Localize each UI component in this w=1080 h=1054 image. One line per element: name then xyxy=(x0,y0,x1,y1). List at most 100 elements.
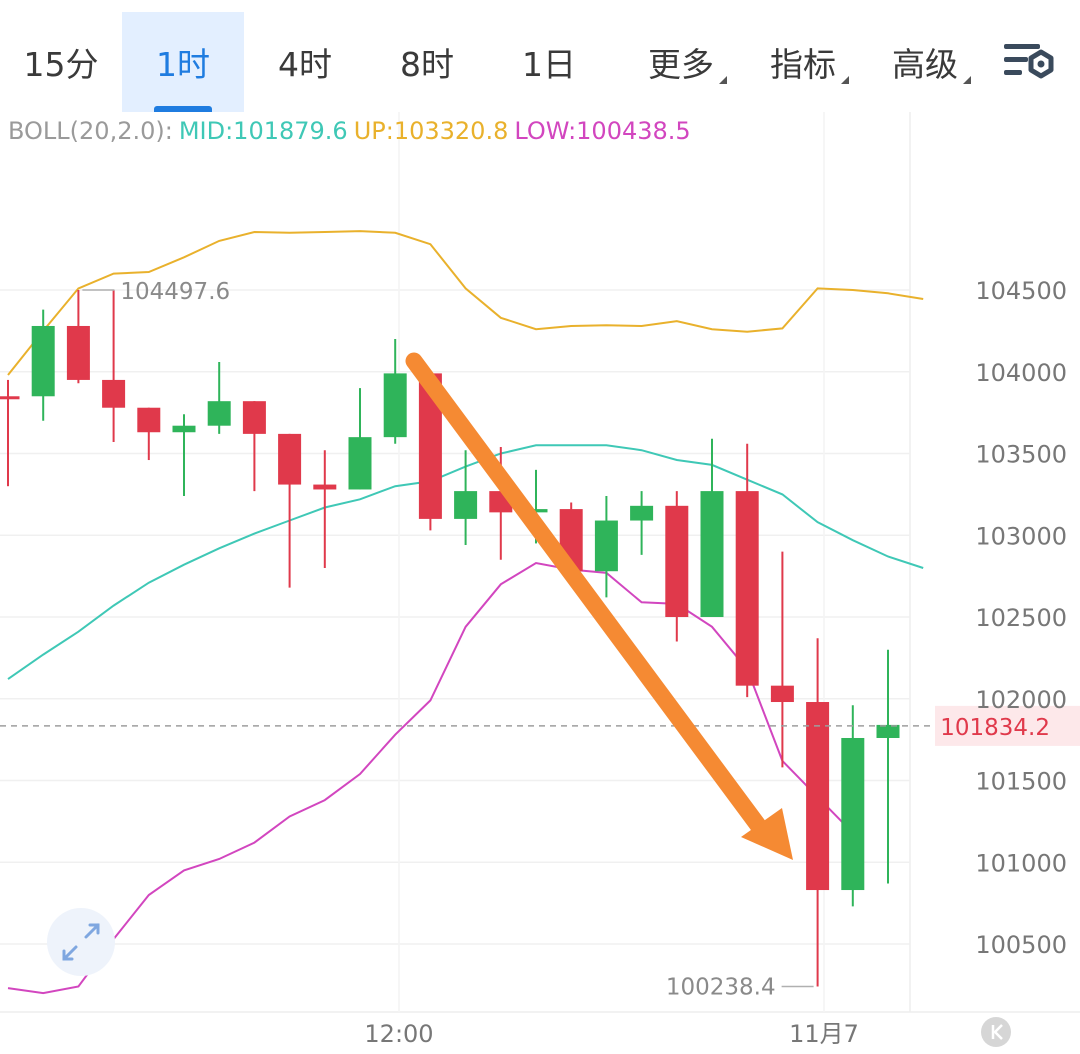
price-axis: 100500 101000 101500 102000 102500 103000 1035… xyxy=(975,277,1067,959)
tab-label: 高级 xyxy=(892,45,958,84)
boll-mid-value: MID:101879.6 xyxy=(178,117,348,145)
candle xyxy=(383,339,407,444)
candle xyxy=(137,407,161,461)
time-axis: 12:00 11月7 xyxy=(364,1020,858,1048)
candle xyxy=(594,496,618,598)
candle-body xyxy=(0,396,20,400)
candle xyxy=(313,450,337,568)
candle xyxy=(841,705,865,907)
tab-label: 1时 xyxy=(156,45,210,84)
boll-legend: BOLL(20,2.0): MID:101879.6 UP:103320.8 LOW:… xyxy=(8,117,697,151)
candle xyxy=(66,290,90,384)
boll-low-value: LOW:100438.5 xyxy=(514,117,691,145)
expand-button[interactable] xyxy=(47,908,115,976)
candle-body xyxy=(207,401,231,426)
candle xyxy=(207,361,231,434)
candle xyxy=(735,443,759,698)
candle-body xyxy=(594,520,618,572)
chart-settings-button[interactable] xyxy=(996,38,1056,88)
chart-annotations: 104497.6 100238.4 101834.2 xyxy=(0,279,1080,1047)
chart-settings-icon xyxy=(1004,44,1054,79)
candle xyxy=(278,433,302,588)
trend-arrow-shaft xyxy=(405,352,769,837)
low-price-label: 100238.4 xyxy=(666,975,776,1001)
candle xyxy=(770,551,794,768)
candle-body xyxy=(841,737,865,891)
high-price-label: 104497.6 xyxy=(120,279,230,305)
scroll-to-latest-icon xyxy=(991,1024,1003,1040)
tab-1d[interactable]: 1日 xyxy=(488,12,610,112)
candle-body xyxy=(278,433,302,485)
candle-body xyxy=(454,491,478,519)
y-tick-label: 102000 xyxy=(975,686,1067,714)
y-tick-label: 104500 xyxy=(975,277,1067,305)
boll-up-line xyxy=(7,230,924,376)
tab-1h[interactable]: 1时 xyxy=(122,12,244,112)
candle xyxy=(418,373,442,531)
tab-label: 1日 xyxy=(522,45,576,84)
chart-grid xyxy=(0,112,1080,1013)
candle xyxy=(630,491,654,555)
y-tick-label: 104000 xyxy=(975,359,1067,387)
caret-down-icon xyxy=(841,76,849,84)
x-tick-label: 11月7 xyxy=(789,1020,859,1048)
y-tick-label: 103500 xyxy=(975,441,1067,469)
tab-15m[interactable]: 15分 xyxy=(0,12,122,112)
tab-more[interactable]: 更多 xyxy=(620,12,742,112)
candle-body xyxy=(172,425,196,433)
bollinger-bands xyxy=(7,230,924,995)
y-tick-label: 101000 xyxy=(975,849,1067,877)
tab-label: 更多 xyxy=(648,45,714,84)
tab-4h[interactable]: 4时 xyxy=(244,12,366,112)
candles xyxy=(0,290,900,987)
candle xyxy=(665,491,689,642)
candle-body xyxy=(770,685,794,703)
tab-label: 指标 xyxy=(770,45,836,84)
tab-label: 8时 xyxy=(400,45,454,84)
candle-body xyxy=(102,379,126,408)
boll-low-line xyxy=(7,561,854,995)
x-tick-label: 12:00 xyxy=(364,1020,433,1048)
candle-body xyxy=(806,702,830,891)
expand-button-bg xyxy=(47,908,115,976)
candle xyxy=(242,401,266,492)
candle-body xyxy=(700,491,724,617)
scroll-to-latest-button[interactable] xyxy=(981,1017,1011,1047)
tab-label: 4时 xyxy=(278,45,332,84)
candle-body xyxy=(524,509,548,513)
candle xyxy=(700,438,724,617)
expand-arrows-icon xyxy=(62,923,100,961)
candle xyxy=(876,649,900,884)
y-tick-label: 101500 xyxy=(975,768,1067,796)
candle-body xyxy=(31,325,55,397)
candle-body xyxy=(418,373,442,519)
candle xyxy=(0,379,20,487)
tab-indicators[interactable]: 指标 xyxy=(742,12,864,112)
last-price-tag xyxy=(935,705,1080,746)
interval-tab-bar: 15分 1时 4时 8时 1日 更多 指标 高级 xyxy=(0,0,1080,112)
candle-body xyxy=(665,505,689,617)
candle-body xyxy=(876,724,900,738)
candle xyxy=(102,290,126,443)
candle xyxy=(348,388,372,490)
candle-body xyxy=(66,325,90,380)
candle-body xyxy=(383,373,407,438)
candle-body xyxy=(735,491,759,686)
candle-body xyxy=(348,437,372,490)
tab-label: 15分 xyxy=(23,45,99,84)
y-tick-label: 100500 xyxy=(975,931,1067,959)
candle-body xyxy=(313,484,337,490)
boll-up-value: UP:103320.8 xyxy=(353,117,509,145)
y-tick-label: 103000 xyxy=(975,522,1067,550)
boll-name: BOLL(20,2.0): xyxy=(8,117,173,145)
candle-body xyxy=(630,505,654,521)
tab-advanced[interactable]: 高级 xyxy=(864,12,986,112)
candle-body xyxy=(242,401,266,434)
candle-body xyxy=(137,407,161,433)
candle xyxy=(31,309,55,421)
candle xyxy=(806,638,830,987)
last-price-label: 101834.2 xyxy=(940,715,1050,741)
caret-down-icon xyxy=(719,76,727,84)
tab-8h[interactable]: 8时 xyxy=(366,12,488,112)
